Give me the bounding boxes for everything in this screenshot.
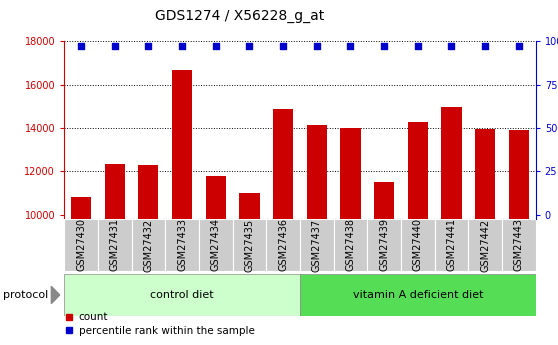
Text: GDS1274 / X56228_g_at: GDS1274 / X56228_g_at xyxy=(155,9,325,23)
Text: GSM27430: GSM27430 xyxy=(76,218,86,272)
Bar xyxy=(71,197,91,219)
Bar xyxy=(509,130,529,219)
Text: GSM27431: GSM27431 xyxy=(110,218,119,272)
Bar xyxy=(98,219,132,271)
Bar xyxy=(475,129,496,219)
Polygon shape xyxy=(51,286,60,304)
Point xyxy=(312,43,321,49)
Point xyxy=(144,43,153,49)
Bar xyxy=(104,164,125,219)
Text: vitamin A deficient diet: vitamin A deficient diet xyxy=(353,290,483,300)
Bar xyxy=(401,219,435,271)
Point xyxy=(480,43,489,49)
Text: GSM27432: GSM27432 xyxy=(143,218,153,272)
Bar xyxy=(64,274,300,316)
Point xyxy=(76,43,85,49)
Text: GSM27439: GSM27439 xyxy=(379,218,389,272)
Bar xyxy=(441,108,461,219)
Text: control diet: control diet xyxy=(150,290,214,300)
Bar xyxy=(64,219,98,271)
Text: GSM27441: GSM27441 xyxy=(446,218,456,272)
Text: GSM27442: GSM27442 xyxy=(480,218,490,272)
Text: GSM27434: GSM27434 xyxy=(211,218,221,272)
Bar xyxy=(233,219,266,271)
Bar xyxy=(334,219,367,271)
Bar xyxy=(266,219,300,271)
Text: protocol: protocol xyxy=(3,290,48,300)
Text: GSM27438: GSM27438 xyxy=(345,218,355,272)
Bar xyxy=(205,176,226,219)
Point xyxy=(245,43,254,49)
Legend: count, percentile rank within the sample: count, percentile rank within the sample xyxy=(61,308,259,340)
Bar xyxy=(132,219,165,271)
Point xyxy=(278,43,287,49)
Bar xyxy=(502,219,536,271)
Point xyxy=(514,43,523,49)
Bar xyxy=(300,274,536,316)
Bar xyxy=(374,182,394,219)
Bar xyxy=(408,121,428,219)
Text: GSM27440: GSM27440 xyxy=(413,218,423,272)
Point xyxy=(110,43,119,49)
Bar xyxy=(300,219,334,271)
Point xyxy=(211,43,220,49)
Point xyxy=(346,43,355,49)
Point xyxy=(379,43,388,49)
Bar xyxy=(199,219,233,271)
Text: GSM27443: GSM27443 xyxy=(514,218,524,272)
Bar xyxy=(435,219,468,271)
Bar xyxy=(468,219,502,271)
Bar xyxy=(172,70,192,219)
Text: GSM27435: GSM27435 xyxy=(244,218,254,272)
Bar xyxy=(307,125,327,219)
Text: GSM27433: GSM27433 xyxy=(177,218,187,272)
Bar xyxy=(138,165,158,219)
Point xyxy=(413,43,422,49)
Bar xyxy=(340,128,360,219)
Text: GSM27437: GSM27437 xyxy=(312,218,322,272)
Point xyxy=(447,43,456,49)
Text: GSM27436: GSM27436 xyxy=(278,218,288,272)
Point xyxy=(177,43,186,49)
Bar xyxy=(239,193,259,219)
Bar xyxy=(273,109,293,219)
Bar xyxy=(367,219,401,271)
Bar xyxy=(165,219,199,271)
